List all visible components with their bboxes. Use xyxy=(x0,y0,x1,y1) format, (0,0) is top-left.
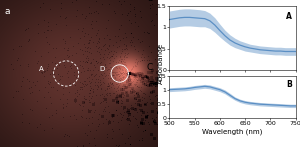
Text: A: A xyxy=(39,66,44,72)
Text: Absorbance: Absorbance xyxy=(158,43,164,84)
Text: D: D xyxy=(100,66,105,72)
Text: B: B xyxy=(286,80,292,89)
Text: a: a xyxy=(5,7,10,16)
Text: C: C xyxy=(147,63,153,72)
Text: A: A xyxy=(286,12,292,21)
X-axis label: Wavelength (nm): Wavelength (nm) xyxy=(202,129,263,135)
Text: b: b xyxy=(147,0,153,3)
